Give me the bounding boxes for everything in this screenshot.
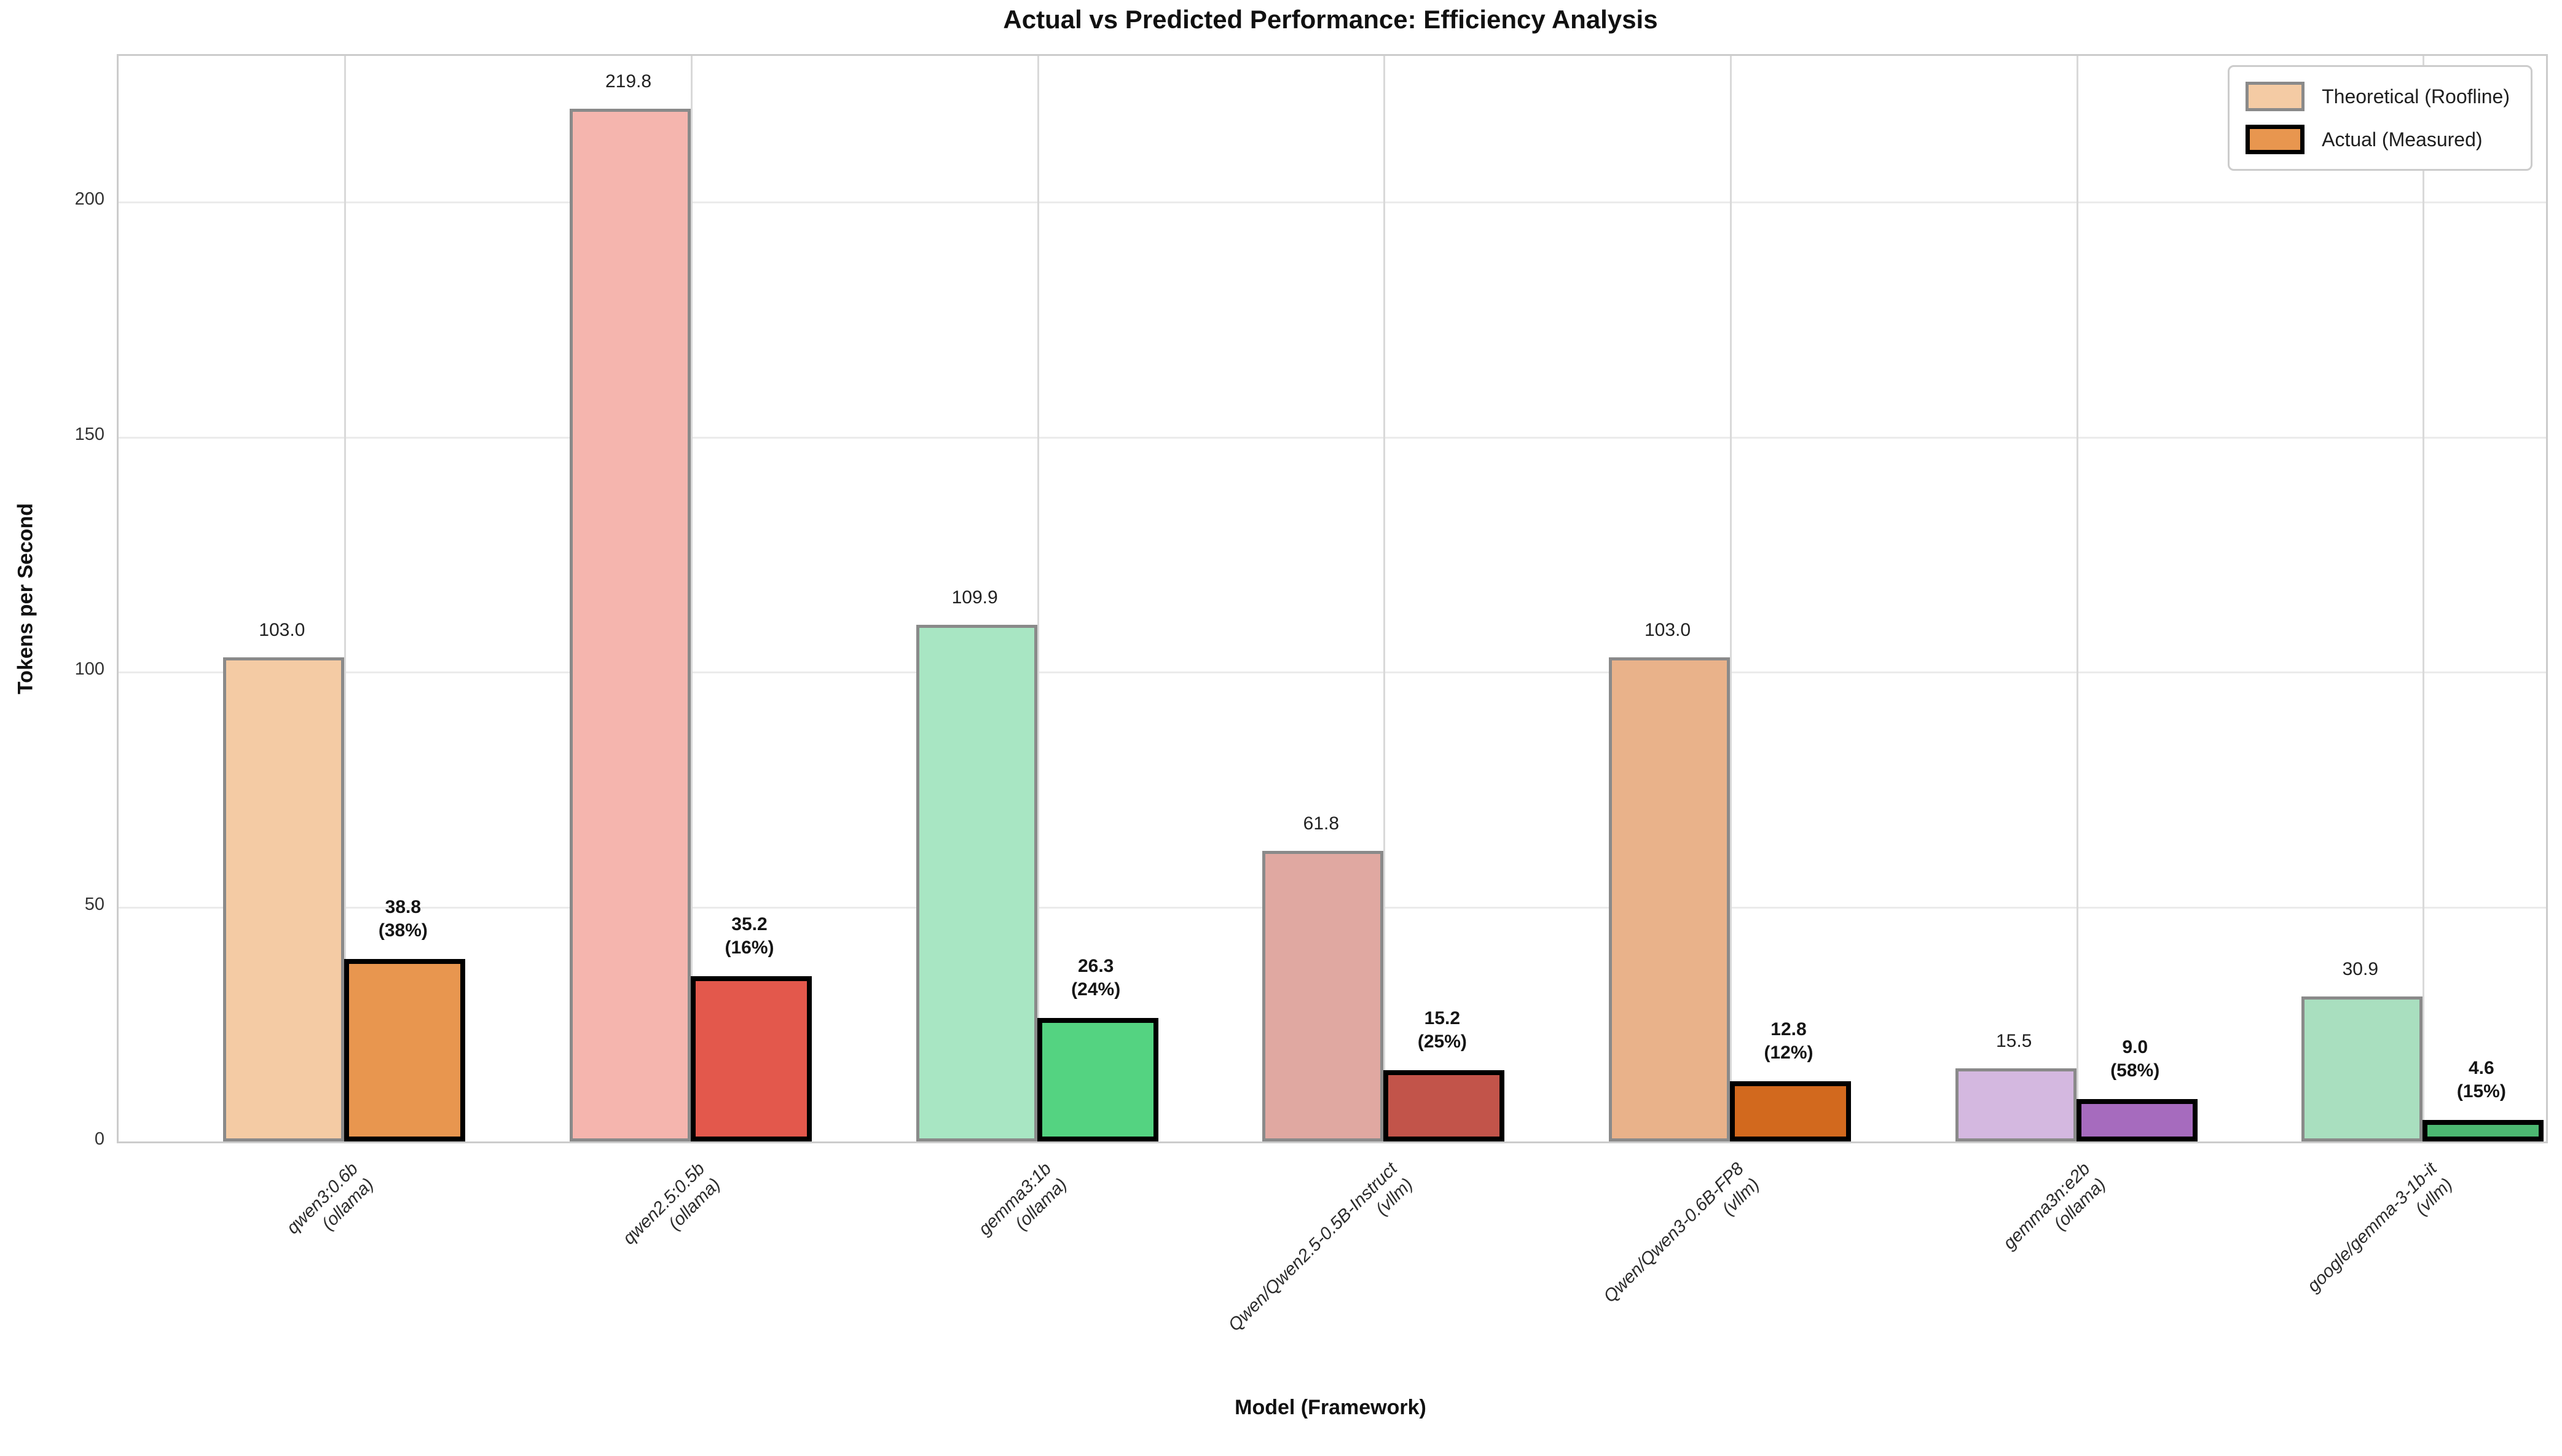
legend-swatch-theoretical <box>2246 82 2305 111</box>
h-gridline <box>119 671 2546 674</box>
actual-value-label: 38.8 (38%) <box>378 897 428 941</box>
x-tick-label: google/gemma-3-1b-it (vllm) <box>2303 1159 2456 1296</box>
theoretical-bar <box>223 657 345 1141</box>
actual-value-label: 26.3 (24%) <box>1071 955 1121 1000</box>
legend-label-actual: Actual (Measured) <box>2322 128 2483 151</box>
v-gridline <box>2423 56 2425 1141</box>
actual-value-label: 15.2 (25%) <box>1417 1008 1467 1052</box>
y-tick-label: 200 <box>74 189 104 209</box>
v-gridline <box>691 56 693 1141</box>
x-tick-label: gemma3:1b (ollama) <box>974 1159 1071 1240</box>
theoretical-bar <box>1262 851 1384 1141</box>
x-axis-title: Model (Framework) <box>1235 1396 1426 1419</box>
actual-bar <box>1037 1017 1158 1141</box>
actual-bar <box>344 959 466 1141</box>
v-gridline <box>2076 56 2078 1141</box>
v-gridline <box>1037 56 1039 1141</box>
plot-area <box>117 54 2548 1143</box>
v-gridline <box>344 56 347 1141</box>
theoretical-value-label: 15.5 <box>1995 1031 2032 1052</box>
theoretical-value-label: 103.0 <box>259 620 305 641</box>
y-tick-label: 100 <box>74 659 104 679</box>
x-tick-label: qwen2.5:0.5b (ollama) <box>619 1159 725 1249</box>
x-tick-label: Qwen/Qwen2.5-0.5B-Instruct (vllm) <box>1225 1159 1417 1336</box>
theoretical-bar <box>1609 657 1730 1141</box>
theoretical-bar <box>1955 1068 2077 1141</box>
actual-bar <box>2076 1099 2198 1141</box>
theoretical-bar <box>916 625 1037 1141</box>
x-tick-label: qwen3:0.6b (ollama) <box>283 1159 378 1239</box>
h-gridline <box>119 436 2546 439</box>
actual-value-label: 4.6 (15%) <box>2456 1057 2506 1102</box>
actual-value-label: 12.8 (12%) <box>1764 1019 1813 1063</box>
actual-bar <box>2423 1119 2544 1141</box>
theoretical-value-label: 61.8 <box>1303 813 1340 834</box>
legend-item-theoretical: Theoretical (Roofline) <box>2246 82 2510 111</box>
y-tick-label: 0 <box>94 1129 104 1149</box>
actual-bar <box>1730 1081 1851 1141</box>
actual-bar <box>1383 1070 1505 1141</box>
h-gridline <box>119 202 2546 204</box>
v-gridline <box>1383 56 1386 1141</box>
theoretical-bar <box>2301 996 2423 1141</box>
legend-swatch-actual <box>2246 125 2305 154</box>
v-gridline <box>1730 56 1732 1141</box>
y-tick-label: 150 <box>74 424 104 444</box>
theoretical-bar <box>570 108 691 1141</box>
legend: Theoretical (Roofline) Actual (Measured) <box>2228 65 2533 171</box>
x-tick-label: Qwen/Qwen3-0.6B-FP8 (vllm) <box>1600 1159 1764 1307</box>
theoretical-value-label: 219.8 <box>605 71 652 92</box>
chart-title: Actual vs Predicted Performance: Efficie… <box>1003 5 1658 34</box>
actual-value-label: 9.0 (58%) <box>2110 1037 2160 1081</box>
theoretical-value-label: 109.9 <box>951 587 998 608</box>
actual-bar <box>691 976 812 1141</box>
theoretical-value-label: 30.9 <box>2342 958 2379 979</box>
legend-item-actual: Actual (Measured) <box>2246 125 2510 154</box>
actual-value-label: 35.2 (16%) <box>725 914 774 958</box>
legend-label-theoretical: Theoretical (Roofline) <box>2322 85 2510 108</box>
x-tick-label: gemma3n:e2b (ollama) <box>1999 1159 2110 1254</box>
theoretical-value-label: 103.0 <box>1644 620 1691 641</box>
y-tick-label: 50 <box>84 894 104 914</box>
